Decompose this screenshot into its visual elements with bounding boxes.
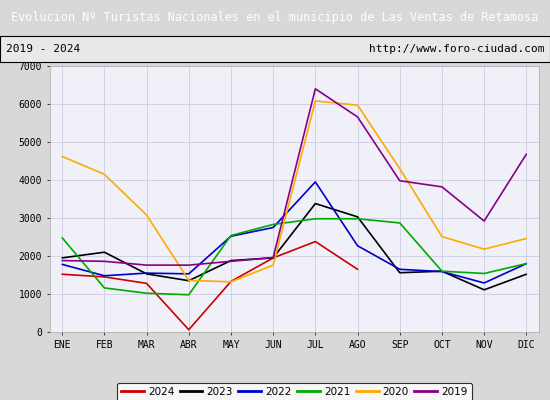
- Text: Evolucion Nº Turistas Nacionales en el municipio de Las Ventas de Retamosa: Evolucion Nº Turistas Nacionales en el m…: [12, 12, 538, 24]
- Text: 2019 - 2024: 2019 - 2024: [6, 44, 80, 54]
- Text: http://www.foro-ciudad.com: http://www.foro-ciudad.com: [369, 44, 544, 54]
- Legend: 2024, 2023, 2022, 2021, 2020, 2019: 2024, 2023, 2022, 2021, 2020, 2019: [117, 383, 472, 400]
